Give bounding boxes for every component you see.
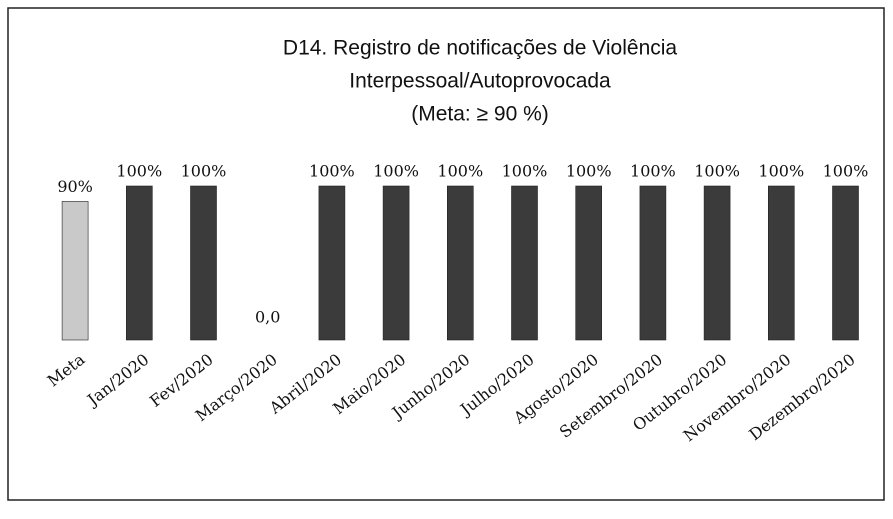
bar [511,185,538,341]
data-label: 100% [694,162,740,181]
data-label: 100% [823,162,869,181]
data-label: 100% [116,162,162,181]
data-label: 90% [57,177,93,196]
x-tick-label: Dezembro/2020 [745,350,858,444]
chart-title: D14. Registro de notificações de Violênc… [283,37,678,60]
data-label: 100% [630,162,676,181]
data-label: 100% [566,162,612,181]
bar [703,185,731,341]
chart-title: (Meta: ≥ 90 %) [411,103,549,126]
data-label: 100% [181,162,227,181]
x-tick-label: Novembro/2020 [680,350,795,446]
data-label: 100% [373,162,419,181]
bar [190,185,217,341]
data-label: 100% [758,162,804,181]
bar [382,185,410,341]
bar [446,185,474,341]
bar [767,185,795,341]
data-label: 100% [309,162,355,181]
chart-title: Interpessoal/Autoprovocada [349,70,611,93]
bar [61,201,89,341]
chart-frame [7,7,885,501]
bar [575,185,603,341]
data-label: 0,0 [255,308,280,327]
bar [832,185,859,341]
x-tick-label: Jan/2020 [82,350,152,411]
bar [126,185,153,341]
x-tick-label: Meta [44,349,89,390]
data-label: 100% [437,162,483,181]
bar [639,185,667,341]
bar [318,185,346,341]
data-label: 100% [502,162,548,181]
